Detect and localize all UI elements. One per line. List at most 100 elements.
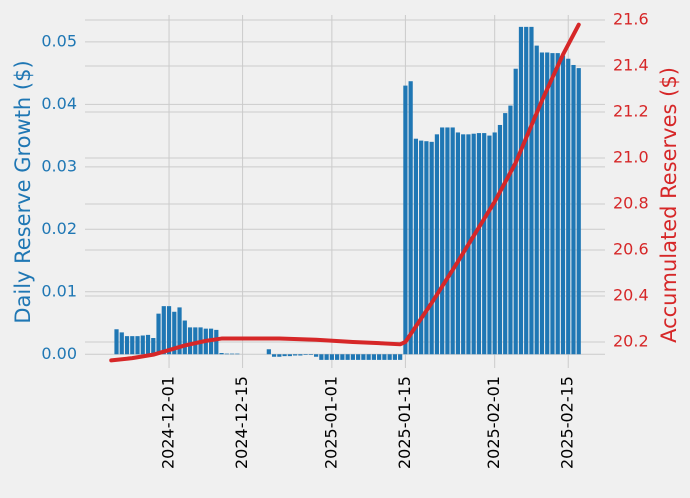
bar: [119, 332, 124, 355]
bar: [324, 354, 329, 360]
x-tick-label: 2025-02-01: [484, 376, 503, 469]
bar: [235, 353, 240, 355]
bar: [182, 320, 187, 355]
bar: [187, 327, 193, 355]
bar: [193, 327, 198, 355]
y2-axis-title: Accumulated Reserves ($): [657, 67, 681, 343]
bar: [140, 335, 145, 355]
bar: [529, 26, 534, 355]
y-tick-label: 0.00: [41, 344, 77, 363]
bar: [319, 354, 324, 360]
x-tick-label: 2025-01-01: [321, 376, 340, 469]
bar: [124, 336, 130, 355]
bar: [266, 349, 271, 355]
bar: [366, 354, 371, 360]
bar: [377, 354, 382, 360]
bar: [392, 354, 397, 360]
y2-tick-label: 21.6: [613, 10, 649, 29]
bar: [151, 338, 156, 355]
bar: [282, 354, 287, 357]
bar: [413, 138, 419, 355]
bar: [440, 127, 445, 355]
y2-tick-label: 20.8: [613, 194, 649, 213]
bar: [482, 133, 487, 355]
bar: [135, 336, 140, 355]
bar: [571, 64, 576, 355]
bar: [293, 354, 298, 356]
bar: [508, 105, 513, 355]
bar: [314, 354, 319, 357]
bar: [403, 85, 408, 355]
bar: [476, 133, 482, 355]
bar: [172, 311, 177, 355]
bar: [145, 334, 151, 355]
bar: [408, 81, 413, 355]
bar: [277, 354, 282, 357]
y-tick-label: 0.05: [41, 31, 77, 50]
labels-layer: 0.00 0.01 0.02 0.03 0.04 0.05 20.2 20.4 20.6 20.8…: [41, 10, 648, 469]
x-tick-label: 2025-02-15: [558, 376, 577, 469]
bar: [303, 354, 308, 355]
bar: [156, 313, 161, 355]
bar: [361, 354, 366, 360]
bar: [298, 354, 303, 356]
bar: [177, 307, 182, 355]
y2-tick-label: 20.4: [613, 286, 649, 305]
bar: [550, 53, 555, 355]
y2-tick-label: 20.2: [613, 332, 649, 351]
bar: [455, 132, 461, 355]
bar: [545, 52, 550, 355]
bar: [560, 55, 566, 355]
bar: [566, 58, 571, 355]
bar: [345, 354, 350, 360]
bar: [492, 132, 497, 355]
y2-tick-label: 20.6: [613, 240, 649, 259]
bar: [335, 354, 340, 360]
bar: [371, 354, 376, 360]
bar: [487, 135, 492, 355]
bar: [534, 45, 539, 355]
bar: [450, 127, 455, 355]
bar: [513, 68, 518, 355]
y-axis-title: Daily Reserve Growth ($): [11, 60, 35, 323]
bar: [398, 354, 403, 360]
bar: [340, 354, 345, 360]
bar: [461, 134, 466, 355]
bar: [356, 354, 361, 360]
bar: [271, 354, 277, 357]
bar: [445, 127, 450, 355]
bar: [387, 354, 392, 360]
bar: [424, 141, 429, 355]
bar: [308, 354, 313, 355]
line: [109, 22, 581, 363]
bar: [434, 134, 440, 355]
bar: [166, 306, 172, 355]
bar: [114, 329, 119, 355]
marks-layer: [109, 22, 581, 363]
y2-tick-label: 21.4: [613, 56, 649, 75]
bar: [419, 140, 424, 355]
bar: [497, 124, 503, 355]
bar: [518, 26, 524, 355]
y-tick-label: 0.03: [41, 156, 77, 175]
y-tick-label: 0.01: [41, 281, 77, 300]
bar: [329, 354, 334, 360]
bar: [229, 353, 235, 355]
x-tick-label: 2025-01-15: [395, 376, 414, 469]
y-tick-label: 0.04: [41, 94, 77, 113]
x-tick-label: 2024-12-15: [232, 376, 251, 469]
bar: [576, 68, 581, 355]
bar: [524, 26, 529, 355]
bar: [555, 53, 560, 355]
bar: [471, 133, 476, 355]
bar: [287, 354, 292, 357]
bar: [382, 354, 387, 360]
x-tick-label: 2024-12-01: [159, 376, 178, 469]
bar: [350, 354, 355, 360]
bar: [429, 141, 434, 355]
bar: [224, 353, 229, 355]
bar: [130, 336, 135, 355]
bar: [219, 353, 224, 355]
y2-tick-label: 21.0: [613, 148, 649, 167]
